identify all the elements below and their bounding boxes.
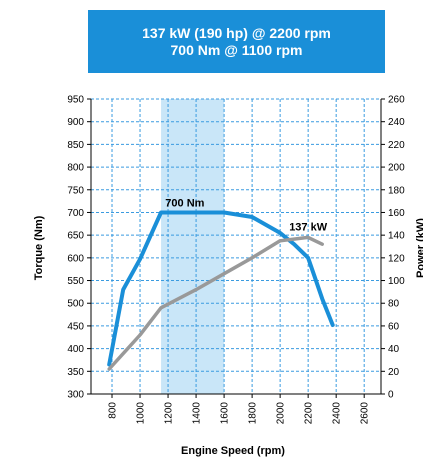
y-axis-label: Torque (Nm): [33, 215, 45, 280]
curve-annotation: 700 Nm: [165, 197, 204, 209]
torque-spec: 700 Nm @ 1100 rpm: [170, 42, 303, 58]
x-tick-label: 1400: [192, 402, 203, 425]
y-tick-label: 950: [67, 95, 84, 106]
x-tick-label: 1200: [164, 402, 175, 425]
y2-tick-label: 180: [388, 185, 405, 196]
y2-tick-label: 260: [388, 95, 405, 106]
highlight-band: [161, 99, 225, 394]
y-tick-label: 400: [67, 344, 84, 355]
y-tick-label: 700: [67, 208, 84, 219]
y2-tick-label: 120: [388, 253, 405, 264]
y2-tick-label: 140: [388, 231, 405, 242]
y-tick-label: 800: [67, 163, 84, 174]
x-tick-label: 1000: [136, 402, 147, 425]
x-tick-label: 2400: [332, 402, 343, 425]
x-tick-label: 2600: [360, 402, 371, 425]
y2-tick-label: 40: [388, 344, 400, 355]
y-tick-label: 750: [67, 185, 84, 196]
y-tick-label: 850: [67, 140, 84, 151]
y-tick-label: 450: [67, 321, 84, 332]
y-tick-label: 600: [67, 253, 84, 264]
x-tick-label: 2200: [304, 402, 315, 425]
y-tick-label: 650: [67, 231, 84, 242]
y-tick-label: 350: [67, 367, 84, 378]
power-curve: [107, 235, 324, 371]
x-tick-label: 800: [108, 402, 119, 419]
y2-tick-label: 160: [388, 208, 405, 219]
y2-axis-label: Power (kW): [415, 218, 423, 278]
y-tick-label: 300: [67, 390, 84, 401]
y2-tick-label: 60: [388, 321, 400, 332]
y-tick-label: 500: [67, 299, 84, 310]
y2-tick-label: 200: [388, 163, 405, 174]
torque-curve: [107, 210, 335, 367]
curve-annotation: 137 kW: [289, 221, 328, 233]
y2-tick-label: 240: [388, 117, 405, 128]
power-spec: 137 kW (190 hp) @ 2200 rpm: [142, 25, 331, 41]
y2-tick-label: 20: [388, 367, 400, 378]
y-tick-label: 900: [67, 117, 84, 128]
y2-tick-label: 100: [388, 276, 405, 287]
x-tick-label: 2000: [276, 402, 287, 425]
x-axis-label: Engine Speed (rpm): [181, 445, 285, 457]
specs-banner: 137 kW (190 hp) @ 2200 rpm 700 Nm @ 1100…: [88, 10, 385, 73]
y2-tick-label: 0: [388, 390, 394, 401]
x-tick-label: 1800: [248, 402, 259, 425]
y-tick-label: 550: [67, 276, 84, 287]
x-tick-label: 1600: [220, 402, 231, 425]
y2-tick-label: 220: [388, 140, 405, 151]
y2-tick-label: 80: [388, 299, 400, 310]
